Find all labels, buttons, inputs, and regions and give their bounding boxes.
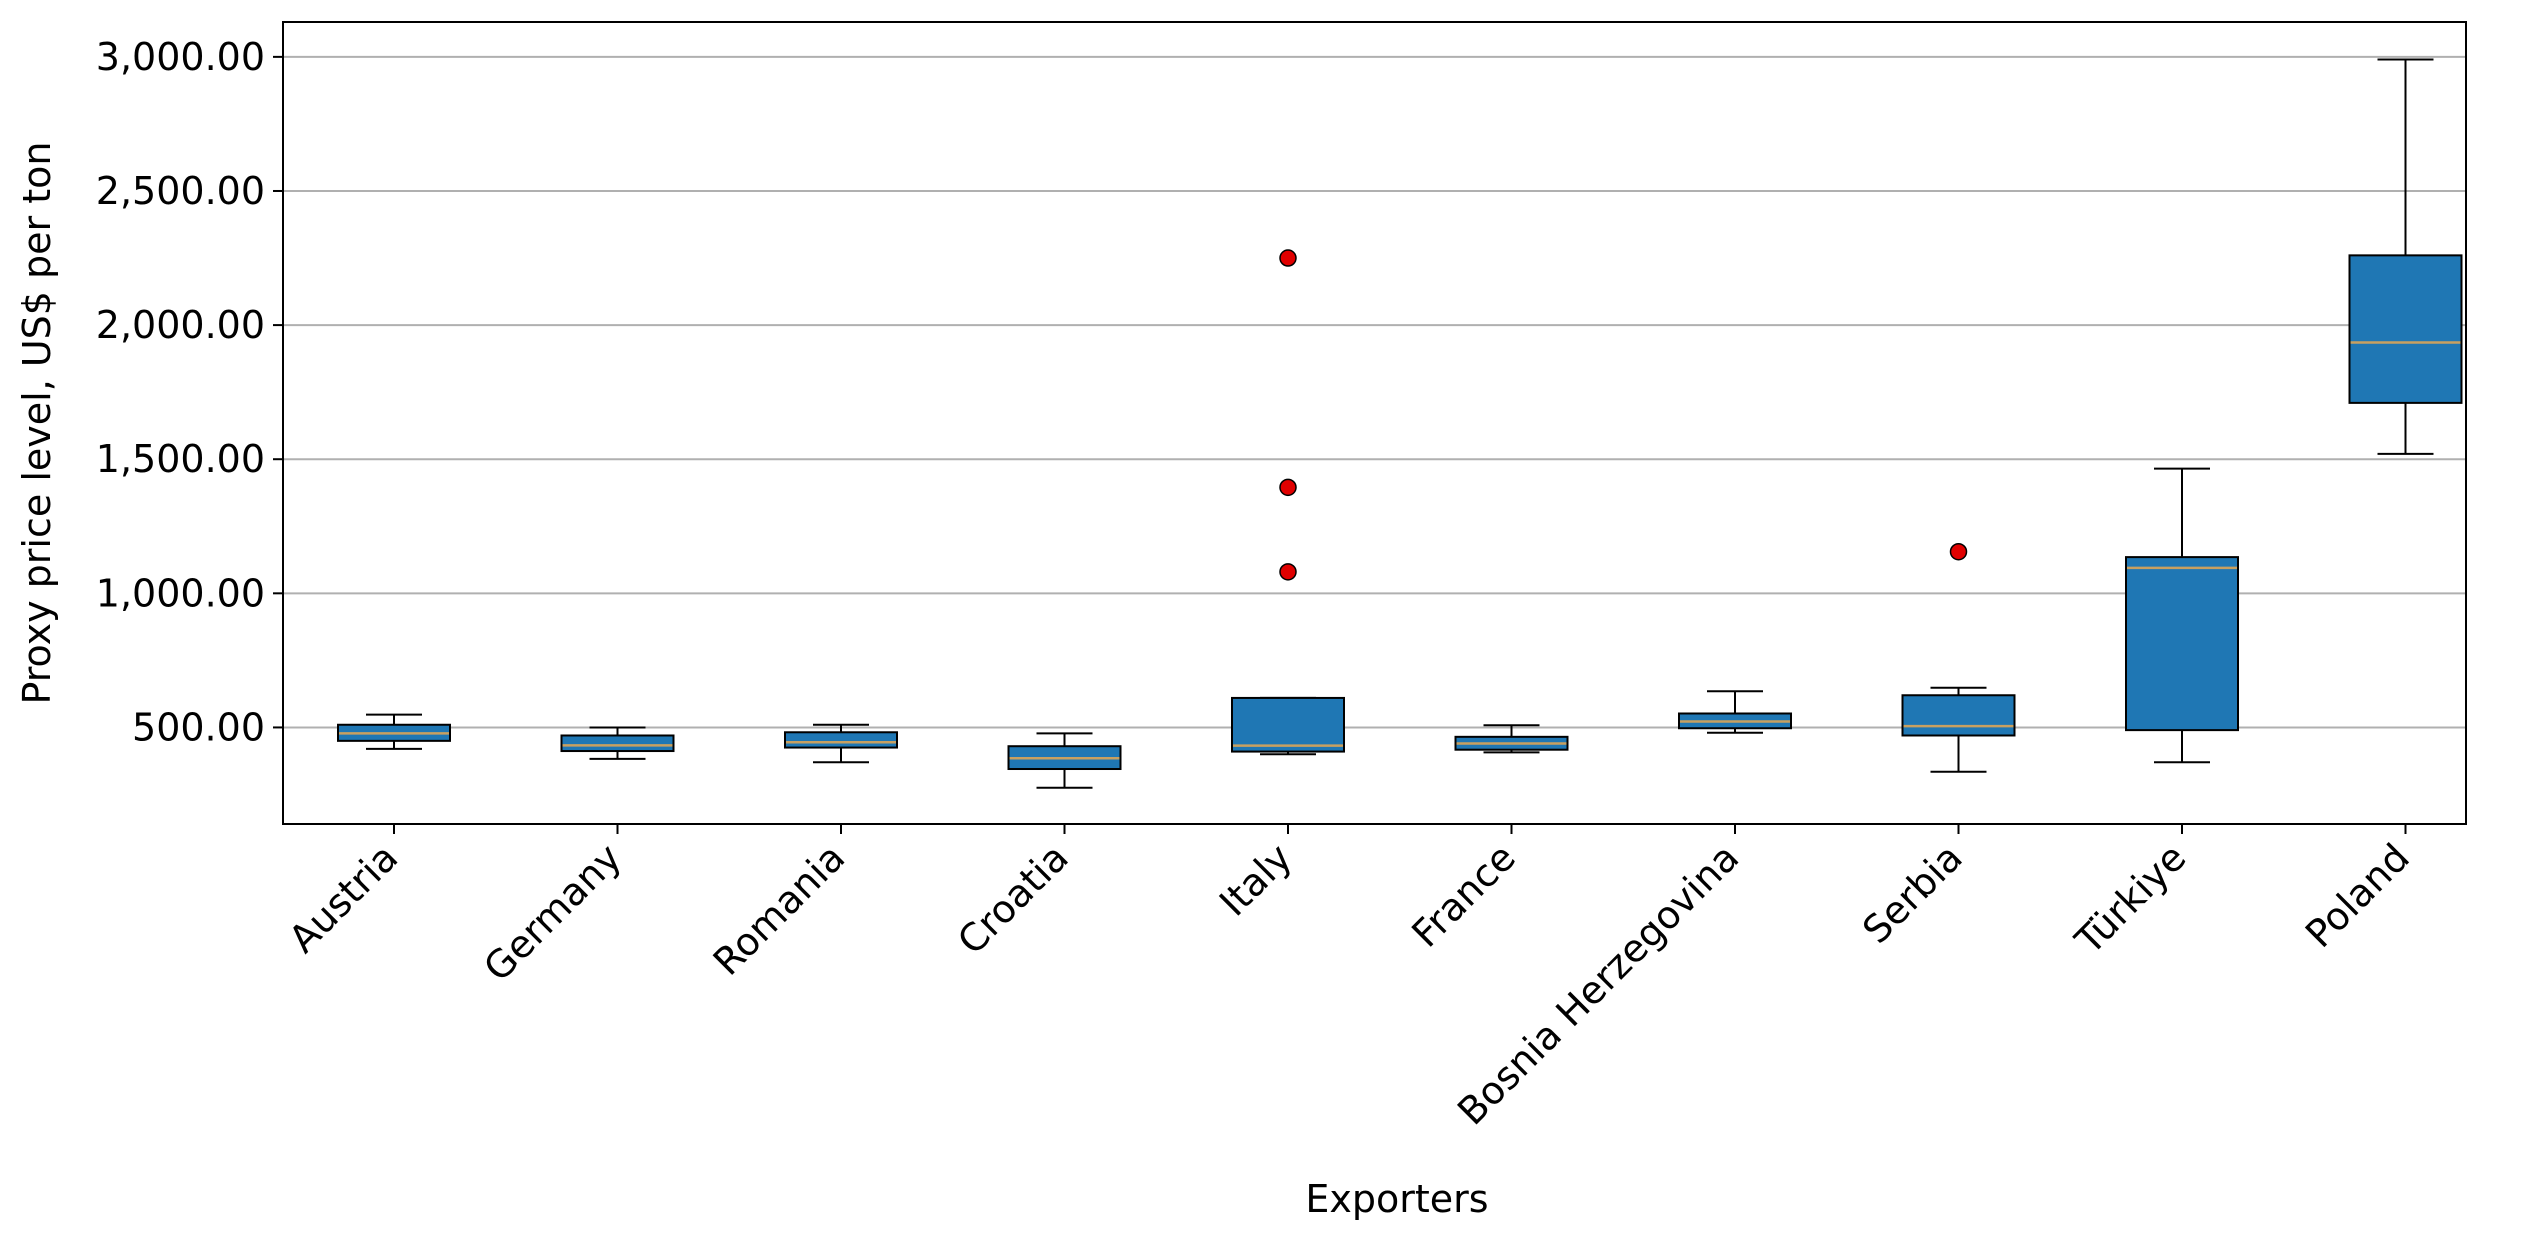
y-tick-label: 500.00 [132, 705, 265, 749]
grid-lines [283, 55, 2466, 729]
box-iqr [1231, 696, 1345, 753]
box-romania [784, 723, 898, 764]
x-tick-label: Italy [1211, 835, 1300, 924]
x-tick-label: Austria [280, 835, 406, 961]
box-serbia [1901, 542, 2016, 773]
outlier-point [1279, 249, 1297, 267]
outlier-point [1279, 563, 1297, 581]
x-tick-label: Poland [2297, 835, 2418, 956]
y-tick-label: 2,000.00 [96, 303, 265, 347]
box-t-rkiye [2125, 467, 2239, 764]
y-ticks: 500.00 1,000.00 1,500.00 2,000.00 2,500.00 3,… [96, 35, 283, 749]
outlier-point [1949, 542, 1968, 561]
box-iqr [2125, 556, 2239, 732]
box-iqr [1901, 694, 2016, 737]
x-tick-label: France [1403, 835, 1523, 955]
x-tick-label: Germany [475, 835, 630, 990]
box-austria [337, 713, 451, 750]
x-axis-label: Exporters [1305, 1177, 1488, 1221]
box-iqr [784, 731, 898, 749]
plot-frame [282, 21, 2467, 825]
x-tick-label: Croatia [949, 835, 1077, 963]
y-tick-label: 1,500.00 [96, 437, 265, 481]
x-tick-label: Serbia [1854, 835, 1971, 952]
boxes [337, 58, 2463, 789]
x-ticks: Austria Germany Romania Croatia Italy FranceB… [280, 824, 2418, 1134]
box-croatia [1007, 732, 1122, 789]
box-poland [2348, 58, 2463, 455]
box-iqr [2348, 254, 2463, 404]
outlier-point [1279, 478, 1297, 497]
y-tick-label: 1,000.00 [96, 571, 265, 615]
y-tick-label: 2,500.00 [96, 169, 265, 213]
y-axis-label: Proxy price level, US$ per ton [15, 142, 59, 705]
box-iqr [560, 734, 675, 753]
x-tick-label: Romania [705, 835, 854, 984]
box-bosnia-herzegovina [1678, 690, 1792, 734]
box-germany [560, 726, 675, 760]
y-tick-label: 3,000.00 [96, 35, 265, 79]
x-tick-label: Türkiye [2066, 835, 2194, 963]
box-italy [1231, 249, 1345, 756]
box-france [1454, 724, 1569, 754]
